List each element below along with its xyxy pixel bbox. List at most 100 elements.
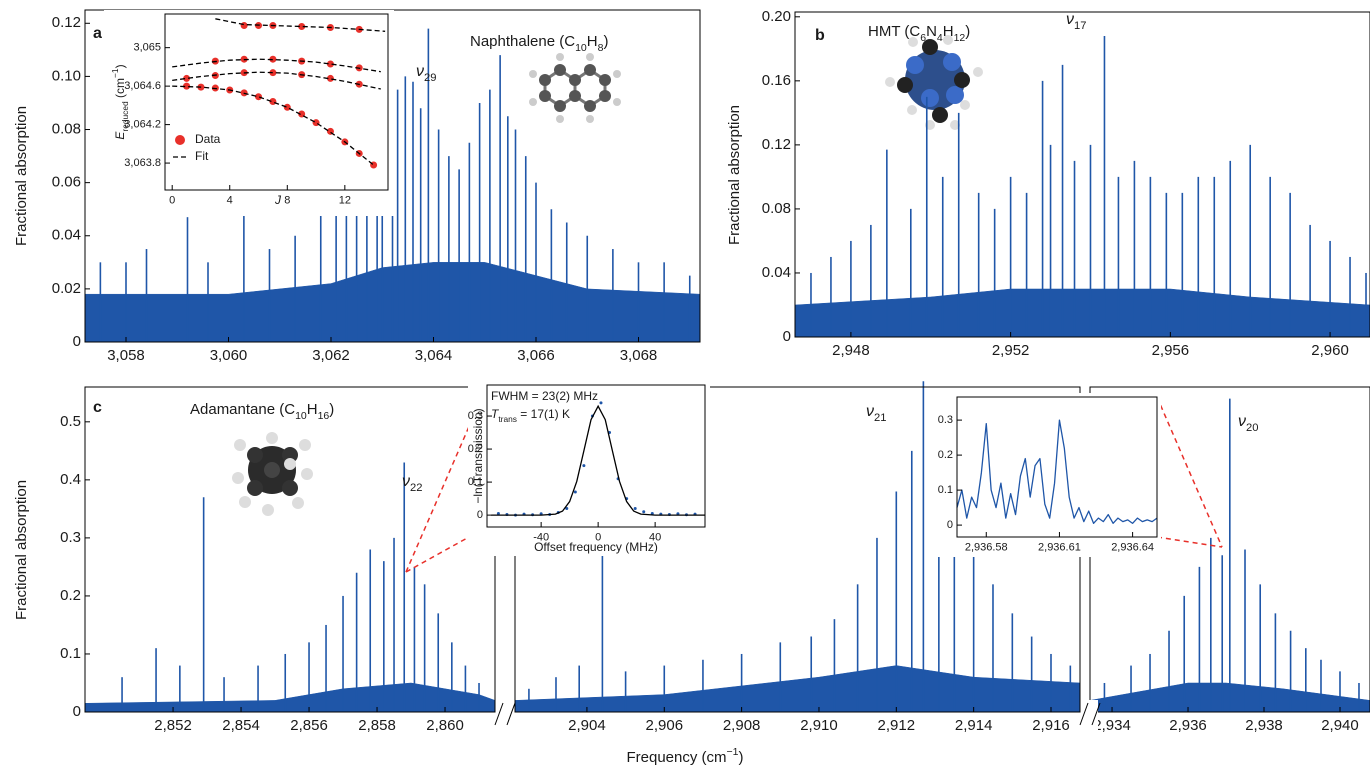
text-part: 20 xyxy=(1246,422,1258,434)
x-tick-label: 3,058 xyxy=(107,347,145,364)
y-tick-label: 0.1 xyxy=(938,484,953,496)
data-point xyxy=(599,401,603,405)
legend-marker xyxy=(175,135,185,145)
text-part: H xyxy=(943,23,954,40)
plot-frame xyxy=(956,396,1158,538)
y-tick-label: 0.1 xyxy=(60,645,81,662)
data-point xyxy=(496,511,500,515)
text-part: ν xyxy=(416,63,424,80)
data-point xyxy=(269,69,277,77)
text-part: ν xyxy=(1066,11,1074,28)
text-part: 17 xyxy=(1074,20,1086,32)
y-tick-label: 0.10 xyxy=(52,67,81,84)
axis-break xyxy=(506,702,516,726)
x-axis-label: Offset frequency (MHz) xyxy=(534,540,658,554)
text-part: H xyxy=(587,33,598,50)
y-tick-label: 0 xyxy=(783,328,791,345)
text-part: ν xyxy=(402,473,410,490)
zoom-guide xyxy=(1156,396,1223,548)
y-tick-label: 0.12 xyxy=(52,14,81,31)
y-tick-label: 3,064.6 xyxy=(124,80,161,92)
data-point xyxy=(240,22,248,30)
x-tick-label: 2,914 xyxy=(955,717,993,734)
text-part: N xyxy=(926,23,937,40)
y-tick-label: 0 xyxy=(947,519,953,531)
y-tick-label: 0.1 xyxy=(468,476,483,488)
noise-floor xyxy=(514,665,1081,713)
y-tick-label: 0.16 xyxy=(762,72,791,89)
data-point xyxy=(312,119,320,127)
x-tick-label: 2,906 xyxy=(646,717,684,734)
data-point xyxy=(573,490,577,494)
x-tick-label: 2,854 xyxy=(222,717,260,734)
x-tick-label: 2,956 xyxy=(1152,342,1190,359)
text-part: Naphthalene (C xyxy=(470,33,575,50)
data-point xyxy=(298,23,306,31)
data-point xyxy=(565,507,569,511)
peak-label: ν29 xyxy=(416,63,436,84)
x-tick-label: 2,860 xyxy=(426,717,464,734)
y-tick-label: 0.02 xyxy=(52,280,81,297)
text-part: T xyxy=(491,407,500,421)
x-tick-label: 8 xyxy=(284,194,290,206)
panel-letter: c xyxy=(93,399,102,416)
fit-curve xyxy=(172,71,381,90)
y-tick-label: 0.2 xyxy=(468,443,483,455)
y-tick-label: 0.3 xyxy=(938,414,953,426)
data-point xyxy=(642,510,646,514)
molecule-adamantane xyxy=(232,432,313,516)
y-axis-label: Fractional absorption xyxy=(13,106,30,246)
x-tick-label: 2,904 xyxy=(568,717,606,734)
y-tick-label: 0 xyxy=(73,333,81,350)
y-axis-label: Fractional absorption xyxy=(726,105,743,245)
peak-label: ν21 xyxy=(866,403,886,424)
data-point xyxy=(183,74,191,82)
text-part: H xyxy=(307,401,318,418)
peak-label: ν20 xyxy=(1238,413,1258,434)
axis-break xyxy=(494,702,504,726)
y-axis-label: −ln(Transmission) xyxy=(471,408,485,503)
fit-curve xyxy=(491,404,705,516)
text-part: trans xyxy=(498,414,517,424)
x-tick-label: 4 xyxy=(227,194,233,206)
text-part: 12 xyxy=(954,32,966,44)
x-tick-label: 2,908 xyxy=(723,717,761,734)
spectrum-line xyxy=(956,419,1158,524)
text-part: 16 xyxy=(318,410,330,422)
text-part: (cm xyxy=(113,78,127,101)
text-part: Frequency (cm xyxy=(626,749,726,766)
text-part: ) xyxy=(739,749,744,766)
text-part: −1 xyxy=(727,746,739,758)
axis-break xyxy=(1079,702,1089,726)
text-part: 8 xyxy=(598,42,604,54)
x-tick-label: 2,916 xyxy=(1032,717,1070,734)
x-tick-label: 2,912 xyxy=(878,717,916,734)
data-point xyxy=(633,507,637,511)
y-tick-label: 0.4 xyxy=(60,471,81,488)
decorations xyxy=(232,35,983,516)
noise-floor xyxy=(794,288,1370,338)
x-tick-label: 2,952 xyxy=(992,342,1030,359)
plot-frame xyxy=(164,13,389,191)
text-part: 10 xyxy=(295,410,307,422)
panel-letter: a xyxy=(93,25,102,42)
x-tick-label: 0 xyxy=(169,194,175,206)
panel-letter: b xyxy=(815,27,825,44)
y-tick-label: 0.2 xyxy=(938,449,953,461)
data-point xyxy=(582,464,586,468)
text-part: ) xyxy=(113,64,127,68)
molecule-naphthalene xyxy=(529,53,621,123)
text-part: ) xyxy=(603,33,608,50)
x-tick-label: 2,852 xyxy=(154,717,192,734)
x-tick-label: 0 xyxy=(595,531,601,543)
y-axis-label: Fractional absorption xyxy=(13,480,30,620)
annotation: Ttrans = 17(1) K xyxy=(491,407,570,424)
y-tick-label: 0.3 xyxy=(468,410,483,422)
y-tick-label: 0.08 xyxy=(52,120,81,137)
chart-title: Naphthalene (C10H8) xyxy=(470,33,608,54)
x-tick-label: 3,068 xyxy=(620,347,658,364)
x-tick-label: 2,936.61 xyxy=(1038,541,1081,553)
x-tick-label: 3,062 xyxy=(312,347,350,364)
x-tick-label: 2,960 xyxy=(1311,342,1349,359)
text-part: 22 xyxy=(410,482,422,494)
